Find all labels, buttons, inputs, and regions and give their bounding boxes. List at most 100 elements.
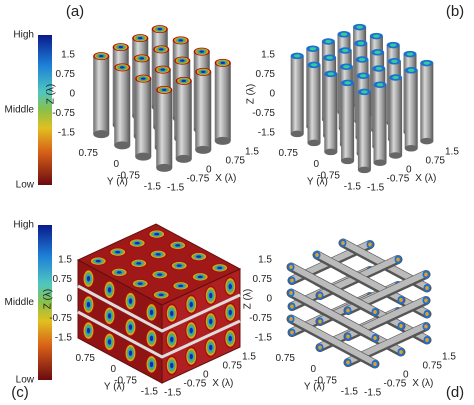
field-ring [180, 59, 185, 62]
cylinder [357, 91, 371, 170]
y-axis-label: Y (λ) [104, 382, 125, 393]
z-tick-label: 0.75 [256, 69, 276, 80]
cylinder-top-core [361, 90, 368, 94]
x-tick-label: 0 [403, 370, 409, 381]
y-axis-label: Y (λ) [307, 177, 328, 188]
cylinder-top-core [327, 72, 335, 76]
cylinder-top-core [356, 25, 363, 29]
colorbar [38, 225, 52, 380]
field-ring [86, 275, 91, 282]
tube-end-core [425, 338, 429, 342]
field-ring [138, 37, 143, 40]
field-ring [116, 271, 122, 274]
field-ring [160, 68, 165, 71]
x-tick-label: -0.75 [384, 379, 407, 390]
z-tick-label: 0 [266, 294, 272, 305]
y-axis-label: Y (λ) [304, 382, 325, 393]
y-tick-label: 0.75 [276, 353, 296, 364]
cylinder-top-core [340, 32, 348, 36]
tube-end-core [315, 253, 319, 257]
tube-end-core [289, 265, 293, 269]
tube-end-core [290, 330, 294, 335]
cylinder [404, 70, 418, 149]
colorbar-label: Low [16, 375, 35, 386]
field-ring [181, 79, 186, 82]
field-ring [176, 264, 182, 267]
z-tick-label: 0 [269, 89, 275, 100]
field-ring [136, 262, 142, 265]
z-tick-label: -1.5 [258, 128, 276, 139]
z-axis-label: Z (λ) [246, 84, 257, 105]
cylinder [195, 71, 212, 150]
tube-end-core [318, 319, 322, 324]
y-axis-label: Y (λ) [107, 177, 128, 188]
field-ring [149, 335, 154, 342]
z-tick-label: 0 [69, 89, 75, 100]
x-tick-label: -0.75 [184, 379, 207, 390]
field-ring [220, 61, 225, 64]
z-tick-label: 0.75 [53, 274, 73, 285]
field-ring [107, 313, 112, 319]
z-tick-label: -0.75 [249, 313, 272, 324]
cylinder-top-core [376, 83, 384, 87]
cylinder-top-core [392, 75, 399, 80]
cylinder-top-core [406, 52, 414, 56]
field-ring [149, 361, 154, 368]
tube-end-core [289, 291, 293, 295]
cylinder-base [195, 145, 212, 154]
panel: (b)1.50.750-0.75-1.50.750-0.75-1.5 -1.5-0… [246, 3, 465, 194]
y-tick-label: 0 [113, 159, 119, 170]
field-ring [170, 362, 174, 369]
field-ring [139, 57, 144, 60]
tube [288, 315, 378, 366]
panel-label: (a) [66, 3, 84, 20]
cylinder-top-core [343, 65, 350, 69]
field-ring [175, 244, 181, 247]
x-tick-label: 0 [203, 370, 209, 381]
x-axis-label: X (λ) [412, 378, 433, 389]
colorbar-label: High [13, 220, 34, 231]
field-ring [157, 273, 163, 276]
field-ring [170, 336, 174, 343]
cylinder-top-core [310, 63, 318, 67]
y-tick-label: -1.5 [141, 387, 159, 398]
panel: (a)HighMiddleLow1.50.750-0.75-1.50.750-0… [5, 3, 260, 194]
field-ring [149, 309, 154, 316]
x-tick-label: 0.75 [426, 156, 446, 167]
cylinder-base [290, 130, 304, 138]
tube-end-core [290, 278, 294, 283]
field-ring [120, 66, 125, 69]
x-tick-label: -1.5 [164, 388, 182, 399]
tube-end-core [318, 345, 322, 350]
z-tick-label: 0.75 [253, 274, 273, 285]
x-tick-label: 0.75 [223, 361, 243, 372]
cylinder [93, 56, 110, 135]
cylinder [341, 82, 355, 161]
panel-label: (b) [446, 3, 464, 20]
x-axis-label: X (λ) [212, 378, 233, 389]
tube-end-core [289, 317, 293, 321]
tube-end-core [373, 310, 377, 314]
panel: (d)1.50.750-0.75-1.50.750-0.75-1.5 -1.5-0… [243, 238, 464, 401]
x-tick-label: -0.75 [187, 174, 210, 185]
panel: (c)HighMiddleLow1.50.750-0.75-1.50.750-0… [5, 220, 257, 401]
x-tick-label: -1.5 [167, 183, 185, 194]
cylinder-top-core [325, 39, 332, 44]
cylinder-top-core [374, 50, 381, 54]
tube-end-core [346, 308, 350, 313]
cylinder-base [357, 166, 371, 174]
field-ring [128, 350, 133, 356]
field-ring [209, 292, 213, 299]
y-tick-label: 0.75 [76, 353, 96, 364]
field-ring [196, 255, 202, 258]
cylinder [114, 67, 131, 146]
tube-end-core [368, 242, 372, 247]
y-tick-label: -0.75 [317, 170, 340, 181]
field-ring [155, 253, 161, 256]
cylinder-base [114, 141, 131, 150]
z-tick-label: -1.5 [58, 128, 76, 139]
cylinder-base [373, 159, 387, 166]
field-ring [209, 318, 213, 325]
cylinder-base [156, 163, 173, 172]
field-ring [107, 287, 112, 293]
